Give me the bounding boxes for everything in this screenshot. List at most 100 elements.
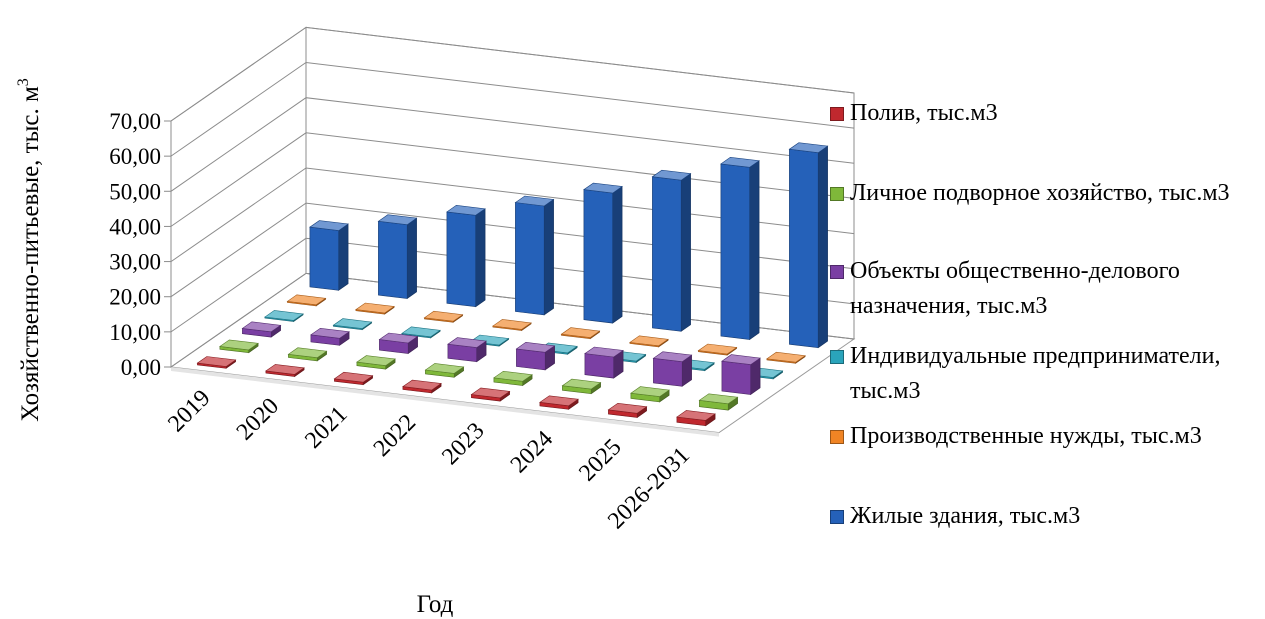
bar-top <box>378 332 419 344</box>
bar <box>378 332 419 355</box>
chart-floor-edge <box>171 367 719 437</box>
legend-swatch <box>830 107 844 121</box>
bar-top <box>265 364 305 375</box>
bar <box>377 214 418 300</box>
legend-swatch <box>830 510 844 524</box>
bar-top <box>332 318 373 329</box>
bar <box>196 356 237 369</box>
bar-top <box>788 142 829 154</box>
bar <box>676 410 716 427</box>
bar-top <box>333 371 374 383</box>
bar <box>265 364 305 378</box>
bar-top <box>377 214 418 226</box>
bar-top <box>514 195 555 207</box>
bar-side <box>612 185 623 324</box>
bar <box>424 363 465 378</box>
bar-top <box>607 402 648 414</box>
bar <box>287 347 328 362</box>
bar <box>721 354 761 396</box>
legend-swatch <box>830 265 844 279</box>
bar <box>492 319 532 332</box>
bar-side <box>406 217 417 300</box>
legend-label: Жилые здания, тыс.м3 <box>850 503 1081 529</box>
bar <box>583 182 623 324</box>
bar <box>402 379 442 394</box>
x-tick-label: 2022 <box>369 410 421 462</box>
bar-top <box>584 346 624 358</box>
bar-top <box>424 363 465 374</box>
bar <box>470 387 511 402</box>
legend-swatch <box>830 187 844 201</box>
y-axis-title-superscript: 3 <box>15 78 32 86</box>
bar-top <box>241 321 282 333</box>
y-tick-label: 30,00 <box>109 250 161 275</box>
bar-side <box>475 208 486 308</box>
bar <box>697 343 738 356</box>
bar-front <box>789 148 819 349</box>
y-tick-label: 40,00 <box>109 214 161 239</box>
y-gridline <box>170 97 855 192</box>
legend-label: Объекты общественно-делового назначения,… <box>850 258 1180 319</box>
bar-top <box>629 335 669 347</box>
bar-top <box>651 169 692 181</box>
x-axis-title: Год <box>417 591 454 618</box>
legend-swatch <box>830 430 844 444</box>
bar-top <box>423 310 464 322</box>
bar <box>607 402 648 419</box>
x-tick-label: 2025 <box>574 434 626 486</box>
bar <box>355 302 395 315</box>
bar-front <box>446 211 477 308</box>
y-tick-label: 60,00 <box>109 144 161 169</box>
bar-front <box>720 163 751 340</box>
y-tick-label: 10,00 <box>109 320 161 345</box>
bar <box>241 321 282 338</box>
legend-item: Объекты общественно-делового назначения,… <box>830 254 1260 324</box>
bar <box>310 327 350 346</box>
bar-front <box>515 202 545 316</box>
bar-top <box>310 327 350 339</box>
x-tick-label: 2020 <box>232 393 284 445</box>
bar <box>286 294 327 307</box>
bar <box>309 220 349 291</box>
bar-top <box>402 379 442 391</box>
bar-side <box>680 173 691 332</box>
y-tick-label: 0,00 <box>121 355 161 380</box>
chart-bars <box>196 142 829 427</box>
bar-top <box>583 182 623 194</box>
y-tick-label: 50,00 <box>109 179 161 204</box>
bar-top <box>287 347 328 359</box>
bar <box>629 335 669 348</box>
legend-item: Личное подворное хозяйство, тыс.м3 <box>830 176 1260 211</box>
bar <box>560 327 601 340</box>
bar <box>493 370 533 387</box>
bar-top <box>447 337 487 348</box>
bar <box>651 169 692 332</box>
bar-top <box>355 302 395 314</box>
bar <box>515 341 556 371</box>
bar <box>539 395 579 410</box>
bar <box>766 351 806 364</box>
bar <box>788 142 829 349</box>
bar-top <box>720 156 760 168</box>
bar <box>356 355 396 370</box>
chart-walls <box>164 26 856 437</box>
bar-top <box>676 410 716 421</box>
legend-item: Полив, тыс.м3 <box>830 96 1260 131</box>
legend-swatch <box>830 350 844 364</box>
y-gridline <box>170 61 855 157</box>
legend-label: Полив, тыс.м3 <box>850 100 998 126</box>
bar-top <box>446 204 486 216</box>
bar-top <box>630 386 670 397</box>
bar-top <box>561 378 602 390</box>
legend-label: Личное подворное хозяйство, тыс.м3 <box>850 180 1230 206</box>
bar <box>447 337 487 363</box>
bar <box>720 156 760 341</box>
bar-top <box>698 393 739 405</box>
bar-top <box>309 220 349 231</box>
bar <box>264 310 304 323</box>
y-gridline <box>170 26 855 122</box>
bar-side <box>338 223 349 291</box>
bar-top <box>264 310 304 321</box>
bar-side <box>543 198 554 316</box>
bar <box>514 195 555 316</box>
